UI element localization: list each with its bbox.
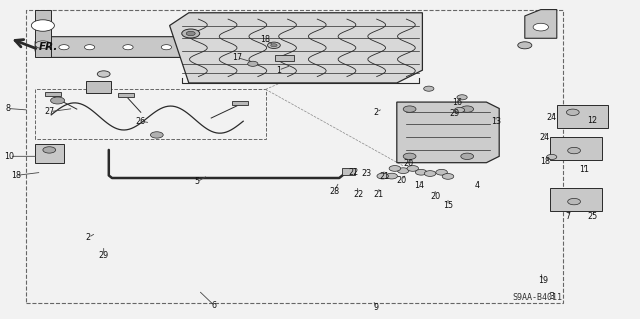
- Text: 29: 29: [99, 251, 109, 260]
- Circle shape: [43, 147, 56, 153]
- Circle shape: [268, 42, 280, 48]
- Text: 18: 18: [11, 171, 21, 180]
- Circle shape: [442, 174, 454, 179]
- Circle shape: [454, 108, 465, 113]
- Text: 23: 23: [361, 169, 371, 178]
- Bar: [232, 101, 248, 105]
- Text: 22: 22: [353, 190, 364, 199]
- Circle shape: [59, 45, 69, 50]
- Circle shape: [424, 86, 434, 91]
- Circle shape: [407, 166, 419, 171]
- Circle shape: [461, 106, 474, 112]
- Bar: [557, 105, 608, 128]
- Text: 22: 22: [349, 168, 359, 177]
- Text: 15: 15: [443, 201, 453, 210]
- Text: 20: 20: [403, 159, 413, 168]
- Circle shape: [377, 173, 388, 179]
- Text: FR.: FR.: [38, 42, 58, 52]
- Circle shape: [35, 41, 51, 48]
- Circle shape: [84, 45, 95, 50]
- Text: 25: 25: [587, 212, 597, 221]
- Circle shape: [533, 23, 548, 31]
- Circle shape: [403, 106, 416, 112]
- Bar: [550, 137, 602, 160]
- Bar: [275, 55, 294, 61]
- Text: 27: 27: [45, 107, 55, 116]
- Circle shape: [389, 166, 401, 171]
- Text: 18: 18: [260, 35, 271, 44]
- Bar: [86, 81, 111, 93]
- Circle shape: [31, 20, 54, 31]
- Text: 29: 29: [449, 109, 460, 118]
- Circle shape: [403, 153, 416, 160]
- Text: 20: 20: [430, 192, 440, 201]
- Circle shape: [424, 171, 436, 176]
- Text: 6: 6: [212, 301, 217, 310]
- Text: 28: 28: [329, 187, 339, 196]
- Polygon shape: [35, 10, 51, 57]
- Bar: [550, 188, 602, 211]
- Circle shape: [150, 132, 163, 138]
- Text: 4: 4: [474, 181, 479, 189]
- Text: 26: 26: [136, 117, 146, 126]
- Text: 24: 24: [539, 133, 549, 142]
- Circle shape: [547, 154, 557, 160]
- Text: 16: 16: [452, 98, 463, 107]
- Text: 10: 10: [4, 152, 15, 161]
- Text: 7: 7: [566, 212, 571, 221]
- Text: 12: 12: [587, 116, 597, 125]
- Text: 1: 1: [276, 66, 281, 75]
- Circle shape: [186, 31, 195, 36]
- Circle shape: [461, 153, 474, 160]
- Polygon shape: [525, 10, 557, 38]
- Bar: [342, 168, 355, 175]
- Circle shape: [123, 45, 133, 50]
- Bar: [45, 92, 61, 96]
- Text: 17: 17: [232, 53, 242, 62]
- Circle shape: [568, 198, 580, 205]
- Circle shape: [161, 45, 172, 50]
- Circle shape: [568, 147, 580, 154]
- Circle shape: [248, 61, 258, 66]
- Polygon shape: [397, 102, 499, 163]
- Text: 13: 13: [491, 117, 501, 126]
- Polygon shape: [170, 13, 422, 83]
- Bar: [35, 144, 64, 163]
- Circle shape: [457, 95, 467, 100]
- Text: 3: 3: [549, 292, 554, 300]
- Circle shape: [182, 29, 200, 38]
- Text: 21: 21: [379, 172, 389, 181]
- Text: 5: 5: [195, 177, 200, 186]
- Text: 9: 9: [374, 303, 379, 312]
- Text: 18: 18: [540, 157, 550, 166]
- Circle shape: [386, 173, 397, 179]
- Text: 11: 11: [579, 165, 589, 174]
- Circle shape: [97, 71, 110, 77]
- Circle shape: [271, 44, 277, 47]
- Text: 8: 8: [5, 104, 10, 113]
- Text: 2: 2: [86, 233, 91, 242]
- Text: 24: 24: [547, 113, 557, 122]
- Text: 2: 2: [374, 108, 379, 117]
- Text: 21: 21: [374, 190, 384, 199]
- Bar: [118, 93, 134, 97]
- Text: 14: 14: [414, 181, 424, 189]
- Circle shape: [415, 169, 427, 175]
- Circle shape: [518, 42, 532, 49]
- Circle shape: [566, 109, 579, 115]
- Circle shape: [51, 97, 65, 104]
- Polygon shape: [35, 37, 205, 57]
- Text: S9AA-B4011: S9AA-B4011: [512, 293, 562, 302]
- Text: 20: 20: [397, 176, 407, 185]
- Circle shape: [397, 168, 409, 174]
- Text: 19: 19: [538, 276, 548, 285]
- Circle shape: [436, 169, 447, 175]
